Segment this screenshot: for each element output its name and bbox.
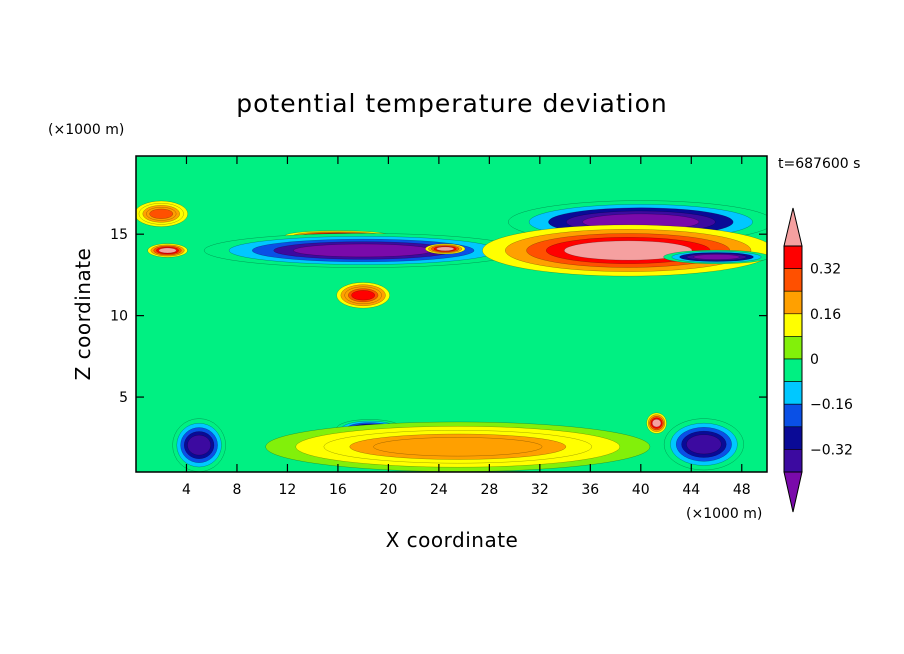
x-axis-label: X coordinate [386,528,519,552]
x-tick-label: 4 [182,482,191,498]
contour-feature-pink-cell-low-right [646,412,667,434]
x-tick-label: 48 [733,482,751,498]
x-tick-label: 12 [279,482,297,498]
y-unit-label: (×1000 m) [48,122,124,138]
contour-feature-warm-cells-low [265,421,651,472]
chart-title: potential temperature deviation [236,89,667,118]
y-tick-label: 10 [110,309,128,325]
x-tick-label: 36 [581,482,599,498]
contour-field [136,200,767,472]
contour-level [436,246,455,252]
colorbar-box [783,268,803,292]
colorbar-tick-label: 0.32 [810,262,841,278]
x-tick-label: 44 [682,482,700,498]
contour-feature-cold-cells-low-left [172,418,226,472]
x-unit-label: (×1000 m) [686,506,762,522]
time-label: t=687600 s [778,156,860,172]
contour-level [563,240,693,261]
colorbar-box [783,290,803,315]
contour-level [158,247,177,254]
x-tick-label: 8 [232,482,241,498]
contour-level [686,434,722,455]
colorbar-box [783,358,803,382]
colorbar-tick-label: 0.16 [810,307,841,323]
colorbar-box [783,449,803,473]
colorbar-frame [783,245,803,473]
x-tick-label: 24 [430,482,448,498]
y-tick-label: 15 [110,227,128,243]
contour-feature-upper-warm-band-left [136,200,188,227]
colorbar-tick-label: −0.16 [810,397,853,413]
colorbar-box [783,245,803,269]
colorbar-box [783,313,803,337]
colorbar: −0.32 −0.16 0 0.16 0.32 [783,207,853,513]
colorbar-min-triangle [783,471,803,513]
contour-level [187,434,211,456]
y-ticks: 5 10 15 [110,227,767,406]
x-tick-label: 16 [329,482,347,498]
colorbar-box [783,336,803,360]
contour-level [293,243,434,258]
contour-level [373,437,543,457]
contour-level [149,208,174,219]
plot-frame [135,155,768,473]
contour-feature-right-cold-band [663,249,767,265]
colorbar-max-triangle [783,207,803,247]
x-tick-label: 20 [379,482,397,498]
y-tick-label: 5 [119,390,128,406]
plot-area [136,156,767,472]
colorbar-box [783,403,803,428]
colorbar-box [783,381,803,405]
colorbar-tick-label: 0 [810,352,819,368]
x-tick-label: 40 [632,482,650,498]
contour-level [693,254,741,260]
x-ticks: 4 8 12 16 20 24 28 32 36 40 44 48 [182,156,751,498]
colorbar-box [783,426,803,450]
x-tick-label: 32 [531,482,549,498]
colorbar-tick-label: −0.32 [810,442,853,458]
x-tick-label: 28 [480,482,498,498]
y-axis-label: Z coordinate [71,248,95,381]
contour-level [651,419,662,428]
contour-feature-cold-cells-low-right [663,418,744,471]
contour-level [351,290,376,301]
contour-feature-upper-cold-band [203,233,523,268]
contour-feature-upper-pink-mid [425,243,466,255]
contour-feature-upper-pink-left [147,243,188,258]
contour-feature-warm-streak [336,282,390,309]
